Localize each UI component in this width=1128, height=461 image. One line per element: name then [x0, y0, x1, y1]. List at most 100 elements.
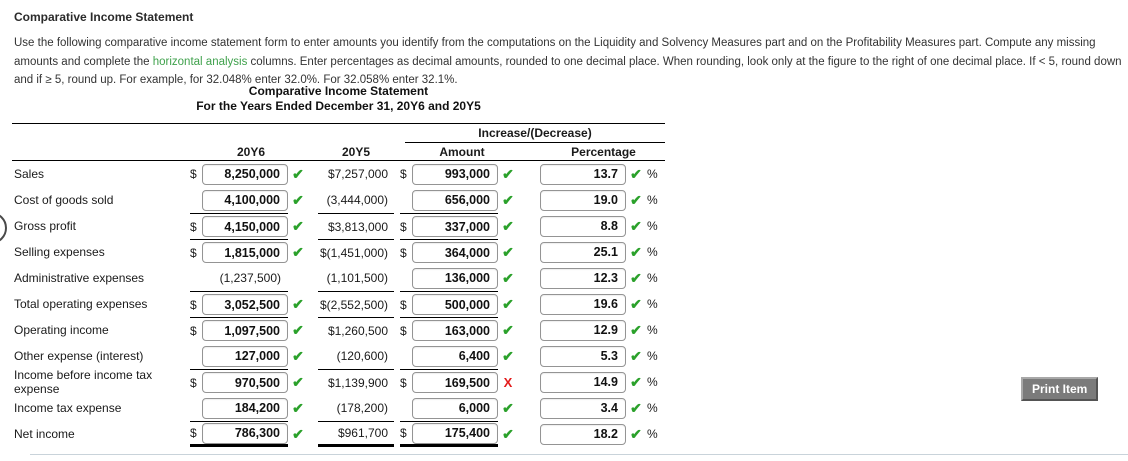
percent-sign: % — [647, 401, 658, 415]
horizontal-analysis-link[interactable]: horizontal analysis — [152, 55, 248, 68]
row-label: Gross profit — [14, 219, 77, 233]
cell-increase-percentage: ✔ % — [524, 369, 665, 395]
instructions-text-before: Use the following comparative income sta… — [14, 37, 1096, 68]
input-increase-amount[interactable] — [412, 294, 498, 315]
value-group-amount: $ — [400, 239, 498, 265]
cell-increase-percentage: ✔ % — [524, 265, 665, 291]
input-increase-percentage[interactable] — [540, 293, 626, 315]
input-increase-amount[interactable] — [412, 397, 498, 419]
value-group-20y6: $ — [190, 161, 288, 187]
value-group-20y6 — [190, 343, 288, 369]
value-group-amount: $ — [400, 317, 498, 343]
value-20y5: (1,101,500) — [326, 271, 388, 285]
cell-20y6: $ ✔ — [190, 421, 312, 447]
value-group-amount: $ — [400, 291, 498, 317]
input-20y6[interactable] — [202, 242, 288, 263]
check-icon: ✔ — [630, 348, 642, 364]
dollar-sign: $ — [400, 375, 407, 390]
input-increase-percentage[interactable] — [540, 241, 626, 263]
dollar-sign: $ — [400, 219, 407, 234]
x-icon: X — [503, 374, 513, 390]
amount-text: (1,237,500) — [219, 271, 281, 285]
column-header-amount: Amount — [439, 144, 485, 159]
print-item-button[interactable]: Print Item — [1021, 377, 1099, 401]
row-label: Income tax expense — [14, 401, 122, 415]
check-icon: ✔ — [502, 192, 514, 208]
value-group-amount — [400, 343, 498, 369]
cell-increase-amount: $ X — [400, 369, 524, 395]
input-increase-amount[interactable] — [412, 163, 498, 185]
input-20y6[interactable] — [202, 189, 288, 211]
value-20y5: $7,257,000 — [327, 167, 388, 181]
input-20y6[interactable] — [202, 320, 288, 341]
input-increase-percentage[interactable] — [540, 215, 626, 237]
input-20y6[interactable] — [202, 397, 288, 419]
input-increase-percentage[interactable] — [540, 397, 626, 419]
table-row: Operating income $ ✔ $1,260,500 $ ✔ ✔ % — [12, 317, 665, 343]
input-20y6[interactable] — [202, 345, 288, 367]
input-increase-percentage[interactable] — [540, 267, 626, 289]
column-header-percentage: Percentage — [571, 144, 636, 159]
input-increase-amount[interactable] — [412, 267, 498, 289]
value-group-amount: $ — [400, 369, 498, 395]
input-20y6[interactable] — [202, 163, 288, 185]
input-20y6[interactable] — [202, 372, 288, 393]
dollar-sign: $ — [400, 245, 407, 260]
input-increase-percentage[interactable] — [540, 163, 626, 185]
input-increase-percentage[interactable] — [540, 345, 626, 367]
cell-20y6: $ ✔ — [190, 161, 312, 187]
group-header-spacer — [12, 124, 405, 143]
group-header-row: Increase/(Decrease) — [12, 124, 665, 143]
instructions-text-after: columns. Enter percentages as decimal am… — [14, 55, 1122, 87]
input-increase-percentage[interactable] — [540, 423, 626, 445]
input-20y6[interactable] — [202, 422, 288, 444]
statement-title: Comparative Income Statement — [248, 84, 429, 98]
cell-20y5: $7,257,000 — [312, 161, 400, 187]
check-icon: ✔ — [630, 296, 642, 312]
cell-20y5: $961,700 — [312, 421, 400, 447]
increase-decrease-header: Increase/(Decrease) — [405, 124, 665, 143]
dollar-sign: $ — [400, 323, 407, 338]
dollar-sign: $ — [190, 426, 197, 440]
table-row: Sales $ ✔ $7,257,000 $ ✔ ✔ % — [12, 161, 665, 187]
value-group-20y6: $ — [190, 291, 288, 317]
page-title: Comparative Income Statement — [14, 10, 194, 24]
input-20y6[interactable] — [202, 216, 288, 237]
table-row: Other expense (interest) ✔ (120,600) ✔ ✔… — [12, 343, 665, 369]
cell-20y6: $ ✔ — [190, 317, 312, 343]
check-icon: ✔ — [502, 270, 514, 286]
column-header-20y5: 20Y5 — [341, 144, 371, 159]
cell-20y5: $1,139,900 — [312, 369, 400, 395]
value-group-amount — [400, 395, 498, 421]
input-20y6[interactable] — [202, 294, 288, 315]
input-increase-amount[interactable] — [412, 189, 498, 211]
input-increase-amount[interactable] — [412, 242, 498, 263]
table-row: Income before income tax expense $ ✔ $1,… — [12, 368, 665, 396]
statement-header: Increase/(Decrease) 20Y6 20Y5 Amount Per… — [12, 123, 665, 161]
input-increase-amount[interactable] — [412, 320, 498, 341]
check-icon: ✔ — [630, 400, 642, 416]
table-row: Cost of goods sold ✔ (3,444,000) ✔ ✔ % — [12, 187, 665, 213]
input-increase-percentage[interactable] — [540, 319, 626, 341]
dollar-sign: $ — [400, 297, 407, 312]
value-20y5: $3,813,000 — [318, 213, 394, 239]
input-increase-amount[interactable] — [412, 372, 498, 393]
dollar-sign: $ — [190, 167, 197, 181]
table-row: Administrative expenses (1,237,500) (1,1… — [12, 265, 665, 291]
input-increase-amount[interactable] — [412, 345, 498, 367]
row-label: Operating income — [14, 323, 109, 337]
value-group-20y6: $ — [190, 421, 288, 447]
cell-20y6: ✔ — [190, 187, 312, 213]
input-increase-amount[interactable] — [412, 216, 498, 237]
table-row: Net income $ ✔ $961,700 $ ✔ ✔ % — [12, 421, 665, 447]
percent-sign: % — [647, 219, 658, 233]
check-icon: ✔ — [292, 192, 304, 208]
cell-20y6: $ ✔ — [190, 369, 312, 395]
input-increase-percentage[interactable] — [540, 371, 626, 393]
value-20y5: (120,600) — [336, 349, 388, 363]
check-icon: ✔ — [502, 166, 514, 182]
dollar-sign: $ — [190, 245, 197, 260]
input-increase-amount[interactable] — [412, 422, 498, 444]
input-increase-percentage[interactable] — [540, 189, 626, 211]
